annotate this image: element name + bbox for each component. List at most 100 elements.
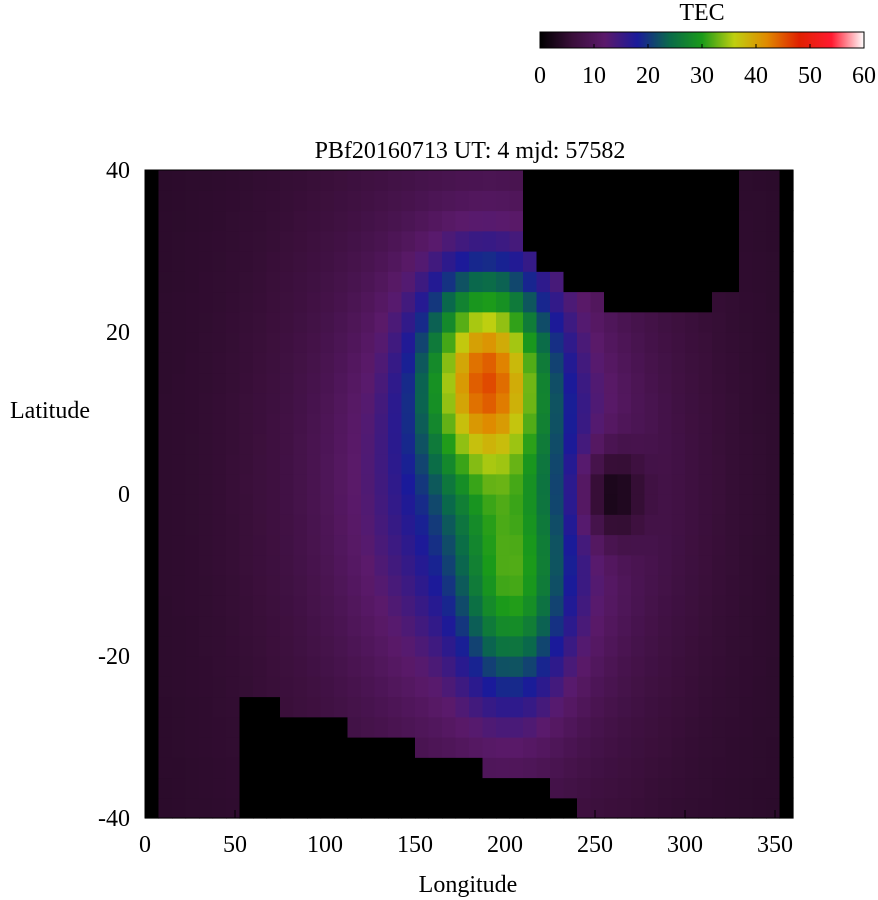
heatmap-cell (698, 190, 713, 212)
heatmap-cell (631, 696, 646, 718)
heatmap-cell (698, 473, 713, 495)
heatmap-cell (334, 757, 349, 779)
heatmap-cell (347, 352, 362, 374)
heatmap-cell (158, 615, 173, 637)
heatmap-cell (523, 595, 538, 617)
heatmap-cell (347, 656, 362, 677)
heatmap-cell (320, 190, 335, 212)
heatmap-cell (334, 311, 349, 333)
heatmap-cell (320, 595, 335, 617)
x-tick-label: 50 (223, 832, 247, 858)
heatmap-cell (293, 210, 308, 232)
heatmap-cell (293, 190, 308, 212)
heatmap-cell (712, 696, 727, 718)
heatmap-cell (428, 271, 443, 293)
heatmap-cell (563, 615, 578, 637)
heatmap-cell (658, 372, 673, 394)
heatmap-cell (347, 170, 362, 191)
heatmap-cell (725, 453, 740, 475)
heatmap-cell (185, 514, 200, 536)
heatmap-cell (779, 453, 794, 475)
heatmap-cell (307, 737, 322, 758)
heatmap-cell (563, 737, 578, 758)
heatmap-cell (725, 392, 740, 414)
heatmap-cell (482, 352, 497, 374)
heatmap-cell (334, 392, 349, 414)
heatmap-cell (671, 797, 686, 819)
heatmap-cell (779, 615, 794, 637)
colorbar-tick-label: 50 (798, 63, 822, 89)
heatmap-cell (550, 332, 565, 353)
heatmap-cell (496, 494, 511, 515)
heatmap-cell (712, 635, 727, 657)
heatmap-cell (347, 615, 362, 637)
heatmap-cell (482, 595, 497, 617)
heatmap-cell (145, 251, 160, 272)
heatmap-cell (779, 797, 794, 819)
heatmap-cell (388, 311, 403, 333)
heatmap-cell (199, 494, 214, 515)
heatmap-cell (253, 352, 268, 374)
y-tick-label: 0 (118, 482, 130, 508)
heatmap-cell (604, 352, 619, 374)
heatmap-cell (280, 413, 295, 434)
heatmap-cell (550, 575, 565, 596)
heatmap-cell (496, 676, 511, 698)
heatmap-cell (523, 696, 538, 718)
heatmap-cell (469, 332, 484, 353)
heatmap-cell (766, 392, 781, 414)
heatmap-cell (550, 797, 565, 819)
heatmap-cell (563, 676, 578, 698)
heatmap-cell (644, 271, 659, 293)
heatmap-cell (671, 251, 686, 272)
heatmap-cell (658, 352, 673, 374)
heatmap-cell (428, 473, 443, 495)
heatmap-cell (307, 170, 322, 191)
heatmap-cell (212, 271, 227, 293)
heatmap-cell (685, 757, 700, 779)
heatmap-cell (739, 352, 754, 374)
heatmap-cell (779, 230, 794, 252)
heatmap-cell (361, 615, 376, 637)
heatmap-cell (239, 615, 254, 637)
heatmap-cell (185, 696, 200, 718)
heatmap-cell (469, 291, 484, 313)
heatmap-cell (388, 392, 403, 414)
heatmap-cell (509, 635, 524, 657)
heatmap-cell (752, 797, 767, 819)
heatmap-cell (523, 190, 538, 212)
heatmap-cell (509, 332, 524, 353)
heatmap-cell (145, 230, 160, 252)
heatmap-cell (401, 170, 416, 191)
heatmap-cell (158, 392, 173, 414)
heatmap-cell (415, 514, 430, 536)
heatmap-cell (347, 514, 362, 536)
heatmap-cell (320, 230, 335, 252)
heatmap-cell (334, 676, 349, 698)
heatmap-cell (685, 494, 700, 515)
heatmap-cell (644, 473, 659, 495)
heatmap-cells (145, 170, 794, 819)
heatmap-cell (361, 332, 376, 353)
heatmap-cell (698, 737, 713, 758)
heatmap-cell (455, 190, 470, 212)
heatmap-cell (361, 473, 376, 495)
heatmap-cell (280, 777, 295, 799)
heatmap-cell (550, 676, 565, 698)
heatmap-cell (334, 575, 349, 596)
colorbar-tick-label: 30 (690, 63, 714, 89)
heatmap-cell (455, 352, 470, 374)
heatmap-cell (307, 332, 322, 353)
heatmap-cell (604, 210, 619, 232)
heatmap-cell (496, 190, 511, 212)
heatmap-cell (496, 392, 511, 414)
heatmap-cell (320, 635, 335, 657)
heatmap-cell (725, 656, 740, 677)
heatmap-cell (185, 494, 200, 515)
heatmap-cell (779, 737, 794, 758)
heatmap-cell (536, 271, 551, 293)
heatmap-cell (239, 372, 254, 394)
heatmap-cell (442, 716, 457, 738)
heatmap-cell (212, 615, 227, 637)
heatmap-cell (185, 797, 200, 819)
